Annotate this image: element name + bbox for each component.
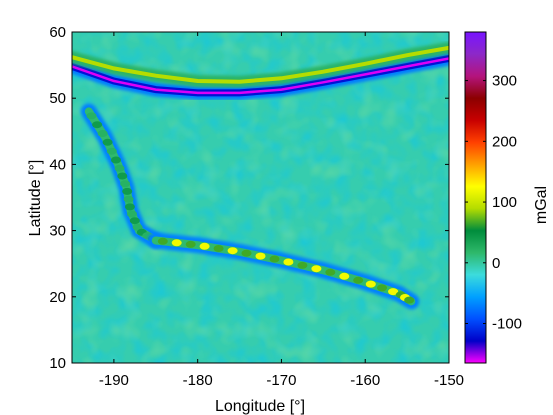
plot-frame bbox=[71, 31, 450, 364]
feature-seamount-chain-3 bbox=[147, 232, 420, 310]
x-tick-label: -170 bbox=[266, 372, 296, 389]
seamount bbox=[297, 261, 308, 269]
ridge-core bbox=[72, 45, 449, 84]
seamount bbox=[127, 210, 137, 218]
trench-minimum bbox=[72, 57, 449, 95]
seamount bbox=[157, 237, 168, 245]
colorbar-tick-label: 0 bbox=[492, 255, 500, 272]
seamount bbox=[120, 180, 131, 188]
y-tick-label: 50 bbox=[49, 90, 66, 107]
seamount bbox=[241, 249, 252, 257]
colorbar-ticks: -100 0 100 200 300 bbox=[465, 73, 522, 333]
feature-seamount-chain-2 bbox=[80, 103, 164, 249]
seamount bbox=[388, 288, 399, 296]
colorbar-tick-label: -100 bbox=[492, 316, 522, 333]
seamount bbox=[404, 296, 415, 304]
seamount bbox=[213, 245, 224, 252]
x-tick-label: -190 bbox=[99, 372, 129, 389]
colorbar-tick-label: 200 bbox=[492, 133, 517, 150]
x-tick-label: -150 bbox=[434, 372, 464, 389]
seamount bbox=[106, 147, 117, 155]
seamount bbox=[102, 138, 113, 146]
y-tick-label: 60 bbox=[49, 24, 66, 41]
seamount bbox=[171, 239, 182, 247]
seamount bbox=[377, 284, 387, 292]
seamount bbox=[255, 252, 266, 260]
x-tick-label: -180 bbox=[183, 372, 213, 389]
colorbar-tick-label: 100 bbox=[492, 194, 517, 211]
seamount bbox=[227, 247, 238, 255]
seamount bbox=[117, 172, 128, 180]
seamount bbox=[86, 112, 97, 120]
colorbar-frame bbox=[464, 31, 487, 364]
seamount bbox=[353, 276, 364, 284]
y-tick-label: 40 bbox=[49, 156, 66, 173]
seamount bbox=[92, 121, 103, 129]
seamount bbox=[365, 280, 376, 288]
heatmap-plot-area bbox=[72, 32, 449, 363]
x-axis: -190 -180 -170 -160 -150 bbox=[99, 32, 464, 389]
seamount bbox=[311, 265, 322, 273]
colorbar-label: mGal bbox=[533, 186, 550, 224]
seamount bbox=[269, 255, 280, 263]
colorbar: -100 0 100 200 300 bbox=[464, 31, 522, 364]
seamount bbox=[114, 164, 125, 172]
x-tick-label: -160 bbox=[350, 372, 380, 389]
seamount bbox=[199, 242, 210, 250]
seamount bbox=[339, 272, 350, 280]
seamount bbox=[111, 156, 121, 164]
y-tick-label: 30 bbox=[49, 223, 66, 240]
seamount bbox=[123, 195, 134, 203]
y-tick-label: 10 bbox=[49, 355, 66, 372]
seamount bbox=[283, 258, 294, 266]
seamount bbox=[124, 203, 135, 211]
heatmap-features bbox=[72, 41, 449, 310]
y-axis: 10 20 30 40 50 60 bbox=[49, 24, 449, 372]
y-axis-label: Latitude [°] bbox=[27, 160, 44, 237]
seamount bbox=[97, 130, 108, 137]
seamount bbox=[129, 217, 140, 225]
seamount bbox=[122, 187, 133, 195]
colorbar-ramp bbox=[465, 32, 486, 363]
feature-ridge-1 bbox=[72, 41, 449, 88]
colorbar-tick-label: 300 bbox=[492, 73, 517, 90]
seamount bbox=[185, 240, 196, 248]
x-axis-label: Longitude [°] bbox=[215, 398, 305, 415]
y-tick-label: 20 bbox=[49, 289, 66, 306]
seamount bbox=[325, 268, 336, 276]
feature-trench-0 bbox=[72, 51, 449, 100]
